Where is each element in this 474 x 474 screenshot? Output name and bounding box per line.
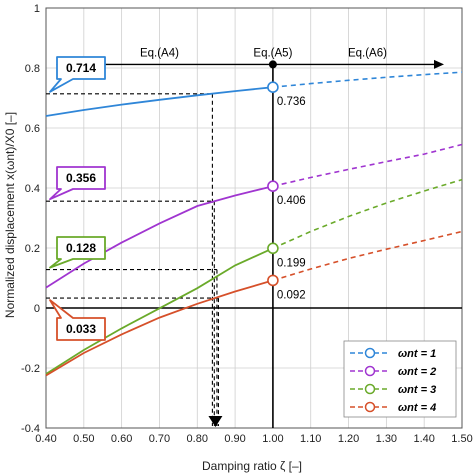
series-group: 0.736 0.406 0.199 0.092 (45, 71, 463, 377)
legend-swatch-marker (364, 347, 376, 359)
y-tick-label: 0 (34, 303, 40, 315)
series-line-dashed (272, 178, 463, 250)
series-line-solid (45, 185, 274, 289)
legend-entry-label: ωnt = 2 (398, 366, 436, 378)
x-tick-label: 1.30 (376, 433, 397, 445)
y-tick-label: -0.2 (21, 363, 40, 375)
x-tick-label: 0.80 (187, 433, 208, 445)
marker-value-label: 0.199 (277, 257, 306, 269)
series-marker (267, 81, 279, 93)
y-tick-label: 0.6 (25, 123, 40, 135)
marker-value-label: 0.736 (277, 96, 306, 108)
marker-value-label: 0.092 (277, 289, 306, 301)
y-tick-label: 0.8 (25, 63, 40, 75)
series-line-solid (45, 86, 273, 117)
region-arrow-right-head (434, 59, 444, 69)
x-tick-label: 1.50 (451, 433, 472, 445)
series-marker (267, 242, 279, 255)
x-tick-label: 0.60 (111, 433, 132, 445)
callout-value: 0.033 (66, 322, 96, 336)
axes: 0.40 0.50 0.60 0.70 0.80 0.90 1.00 1.10 1.20 1.30… (21, 3, 473, 445)
x-tick-label: 0.70 (149, 433, 170, 445)
legend-entry-label: ωnt = 3 (398, 384, 436, 396)
series-line-solid (45, 247, 274, 375)
region-annotations: Eq.(A4) Eq.(A5) Eq.(A6) (56, 47, 444, 69)
y-tick-label: 0.2 (25, 243, 40, 255)
y-tick-label: -0.4 (21, 423, 40, 435)
series-line-solid (45, 279, 274, 377)
y-axis-title: Normalized displacement x(ωnt)/X0 [–] (3, 112, 17, 318)
plot-frame (45, 7, 463, 429)
legend-swatch-marker (364, 383, 376, 395)
series-line-dashed (272, 230, 463, 282)
y-tick-label: 1 (34, 3, 40, 15)
axis-labels: Damping ratio ζ [–] Normalized displacem… (3, 112, 302, 473)
callout-box (49, 299, 106, 341)
callout-value: 0.714 (66, 61, 96, 75)
x-tick-label: 1.20 (338, 433, 359, 445)
x-tick-label: 0.40 (35, 433, 56, 445)
y-tick-label: 0.4 (25, 183, 40, 195)
callout-value: 0.128 (66, 241, 96, 255)
series-line-dashed (272, 71, 463, 88)
callout-box (49, 236, 106, 269)
marker-value-label: 0.406 (277, 195, 306, 207)
x-tick-label: 1.40 (413, 433, 434, 445)
callout-box (49, 56, 106, 93)
region-dot (268, 60, 277, 69)
callout-box (49, 166, 106, 201)
value-callouts: 0.714 0.356 0.128 0.033 (49, 56, 106, 341)
region-label: Eq.(A5) (253, 47, 292, 59)
region-label: Eq.(A4) (140, 47, 179, 59)
legend: ωnt = 1 ωnt = 2 ωnt = 3 ωnt = 4 (343, 340, 457, 418)
x-tick-label: 1.10 (300, 433, 321, 445)
series-marker (267, 274, 279, 287)
x-tick-label: 0.90 (224, 433, 245, 445)
guide-arrowhead (208, 416, 223, 427)
legend-entry-label: ωnt = 1 (398, 348, 436, 360)
series-marker (267, 180, 279, 192)
legend-swatch-marker (364, 365, 376, 377)
callout-value: 0.356 (66, 171, 96, 185)
x-tick-label: 1.00 (262, 433, 283, 445)
legend-entry-label: ωnt = 4 (398, 402, 436, 414)
region-label: Eq.(A6) (348, 47, 387, 59)
x-axis-title: Damping ratio ζ [–] (202, 459, 302, 473)
x-tick-label: 0.50 (73, 433, 94, 445)
legend-swatch-marker (364, 401, 376, 413)
